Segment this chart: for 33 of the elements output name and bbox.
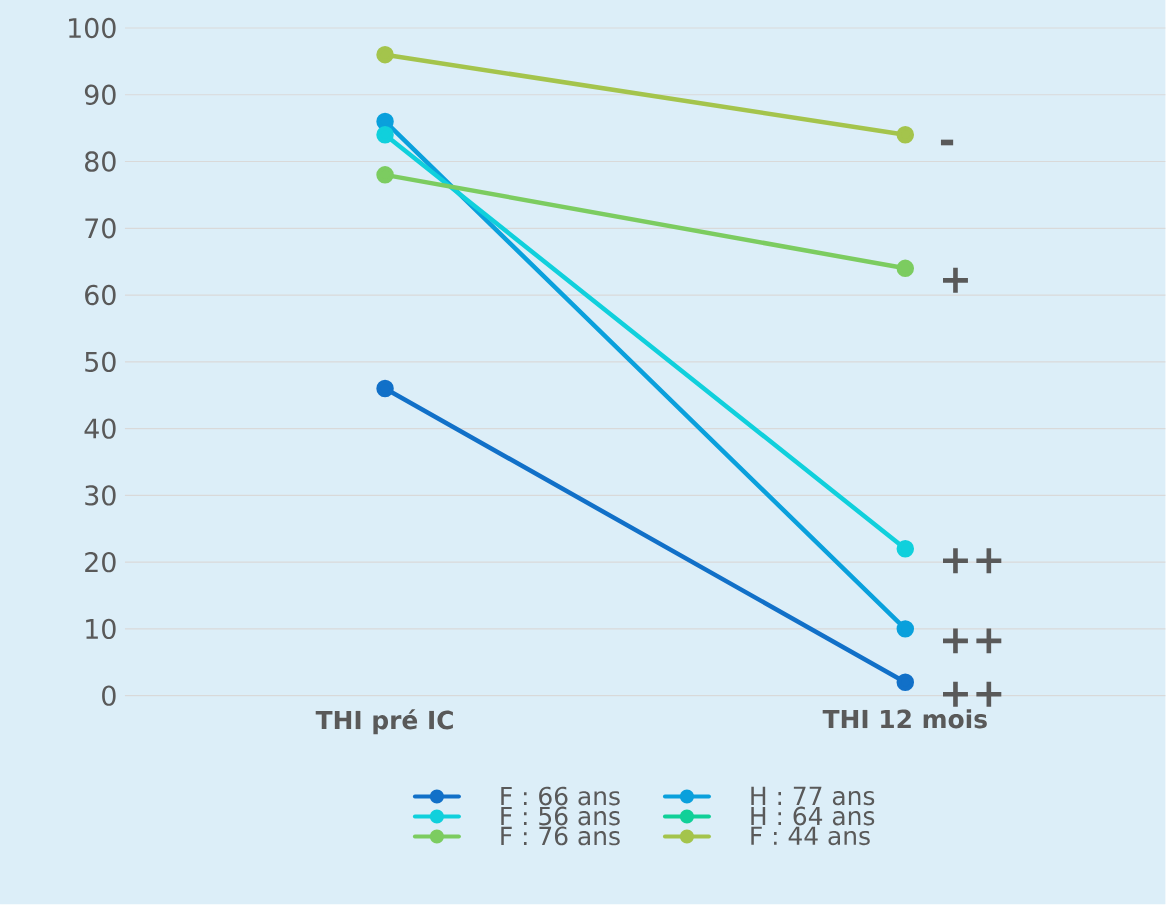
y-tick-label: 50	[85, 351, 116, 373]
y-tick-label: 60	[85, 285, 116, 306]
y-tick-label: 40	[84, 418, 116, 439]
y-tick-label: 0	[102, 685, 116, 707]
annotation: -	[940, 139, 954, 146]
legend-label: H : 77 ans	[751, 787, 875, 806]
x-tick-label: THI 12 mois	[822, 709, 987, 729]
x-tick-label: THI pré IC	[315, 709, 453, 735]
point	[376, 46, 394, 64]
y-tick-label: 90	[84, 84, 116, 106]
point	[376, 126, 394, 144]
point	[896, 620, 915, 638]
y-tick-label: 70	[85, 218, 116, 239]
annotation: ++	[943, 682, 1002, 707]
point	[896, 540, 915, 558]
y-tick-label: 100	[69, 18, 116, 39]
legend-label: F : 76 ans	[501, 826, 620, 846]
y-tick-label: 10	[86, 618, 116, 640]
y-tick-label: 80	[85, 151, 116, 172]
legend-label: F : 66 ans	[501, 786, 620, 806]
annotation: +	[943, 268, 968, 294]
y-tick-label: 30	[85, 485, 116, 506]
y-tick-label: 20	[85, 552, 116, 573]
point	[376, 380, 394, 398]
point	[896, 126, 915, 144]
legend-label: H : 64 ans	[751, 806, 875, 826]
annotation: ++	[943, 628, 1002, 654]
point	[896, 259, 915, 278]
point	[376, 166, 394, 184]
legend-label: F : 44 ans	[751, 826, 870, 846]
legend-label: F : 56 ans	[501, 806, 620, 826]
annotation: ++	[943, 548, 1002, 574]
point	[896, 673, 915, 692]
